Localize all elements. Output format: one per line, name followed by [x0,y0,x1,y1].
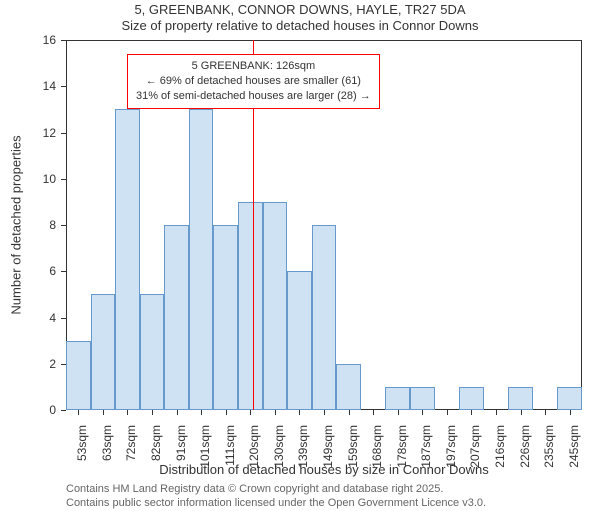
chart-title-line2: Size of property relative to detached ho… [0,18,600,34]
x-tick-label: 111sqm [223,425,237,466]
histogram-bar [336,364,361,410]
histogram-bar [508,387,533,410]
y-tick-mark [61,318,66,319]
x-tick-mark [103,410,104,415]
x-tick-label: 149sqm [321,425,335,468]
y-tick-label: 14 [0,79,56,93]
x-tick-mark [152,410,153,415]
y-tick-label: 4 [0,311,56,325]
x-tick-label: 82sqm [149,425,163,461]
chart-title-block: 5, GREENBANK, CONNOR DOWNS, HAYLE, TR27 … [0,2,600,35]
x-tick-label: 187sqm [419,425,433,468]
y-tick-label: 8 [0,218,56,232]
chart-container: 5, GREENBANK, CONNOR DOWNS, HAYLE, TR27 … [0,0,600,500]
x-tick-label: 168sqm [370,425,384,468]
histogram-bar [263,202,288,410]
y-tick-mark [61,271,66,272]
x-tick-label: 216sqm [493,425,507,468]
histogram-bar [91,294,116,410]
x-tick-mark [496,410,497,415]
annotation-line: 31% of semi-detached houses are larger (… [136,89,371,104]
y-tick-mark [61,133,66,134]
x-tick-mark [570,410,571,415]
y-tick-label: 0 [0,403,56,417]
x-tick-mark [127,410,128,415]
x-tick-mark [521,410,522,415]
histogram-bar [557,387,582,410]
x-tick-label: 72sqm [124,425,138,461]
histogram-bar [410,387,435,410]
y-tick-mark [61,179,66,180]
x-tick-label: 53sqm [75,425,89,461]
y-tick-mark [61,410,66,411]
x-tick-label: 120sqm [247,425,261,468]
x-tick-label: 178sqm [395,425,409,468]
x-tick-mark [471,410,472,415]
x-tick-mark [201,410,202,415]
histogram-bar [164,225,189,410]
y-tick-label: 10 [0,172,56,186]
histogram-bar [238,202,263,410]
histogram-bar [213,225,238,410]
histogram-bar [66,341,91,410]
y-tick-label: 16 [0,33,56,47]
x-tick-label: 159sqm [346,425,360,468]
x-tick-label: 245sqm [567,425,581,468]
histogram-bar [189,109,214,410]
x-tick-label: 226sqm [518,425,532,468]
chart-title-line1: 5, GREENBANK, CONNOR DOWNS, HAYLE, TR27 … [0,2,600,18]
footer-attribution: Contains HM Land Registry data © Crown c… [66,482,486,511]
x-tick-mark [299,410,300,415]
x-tick-mark [398,410,399,415]
histogram-bar [115,109,140,410]
x-tick-mark [349,410,350,415]
x-tick-label: 63sqm [100,425,114,461]
x-tick-mark [422,410,423,415]
y-tick-label: 2 [0,357,56,371]
x-tick-label: 101sqm [198,425,212,468]
x-tick-label: 91sqm [174,425,188,461]
histogram-bar [312,225,337,410]
x-tick-mark [373,410,374,415]
x-tick-label: 130sqm [272,425,286,468]
y-tick-mark [61,86,66,87]
x-tick-mark [250,410,251,415]
x-tick-mark [545,410,546,415]
y-tick-label: 6 [0,264,56,278]
x-tick-mark [78,410,79,415]
annotation-line: ← 69% of detached houses are smaller (61… [136,74,371,89]
footer-line2: Contains public sector information licen… [66,496,486,510]
x-tick-mark [275,410,276,415]
x-tick-mark [177,410,178,415]
x-tick-label: 207sqm [468,425,482,468]
histogram-bar [385,387,410,410]
histogram-bar [287,271,312,410]
x-tick-label: 139sqm [296,425,310,468]
annotation-line: 5 GREENBANK: 126sqm [136,59,371,74]
histogram-bar [140,294,165,410]
x-tick-mark [226,410,227,415]
y-tick-mark [61,40,66,41]
footer-line1: Contains HM Land Registry data © Crown c… [66,482,486,496]
y-tick-label: 12 [0,126,56,140]
histogram-bar [459,387,484,410]
x-tick-label: 235sqm [542,425,556,468]
y-tick-mark [61,225,66,226]
x-tick-label: 197sqm [444,425,458,468]
x-tick-mark [447,410,448,415]
annotation-box: 5 GREENBANK: 126sqm← 69% of detached hou… [127,54,380,109]
x-tick-mark [324,410,325,415]
